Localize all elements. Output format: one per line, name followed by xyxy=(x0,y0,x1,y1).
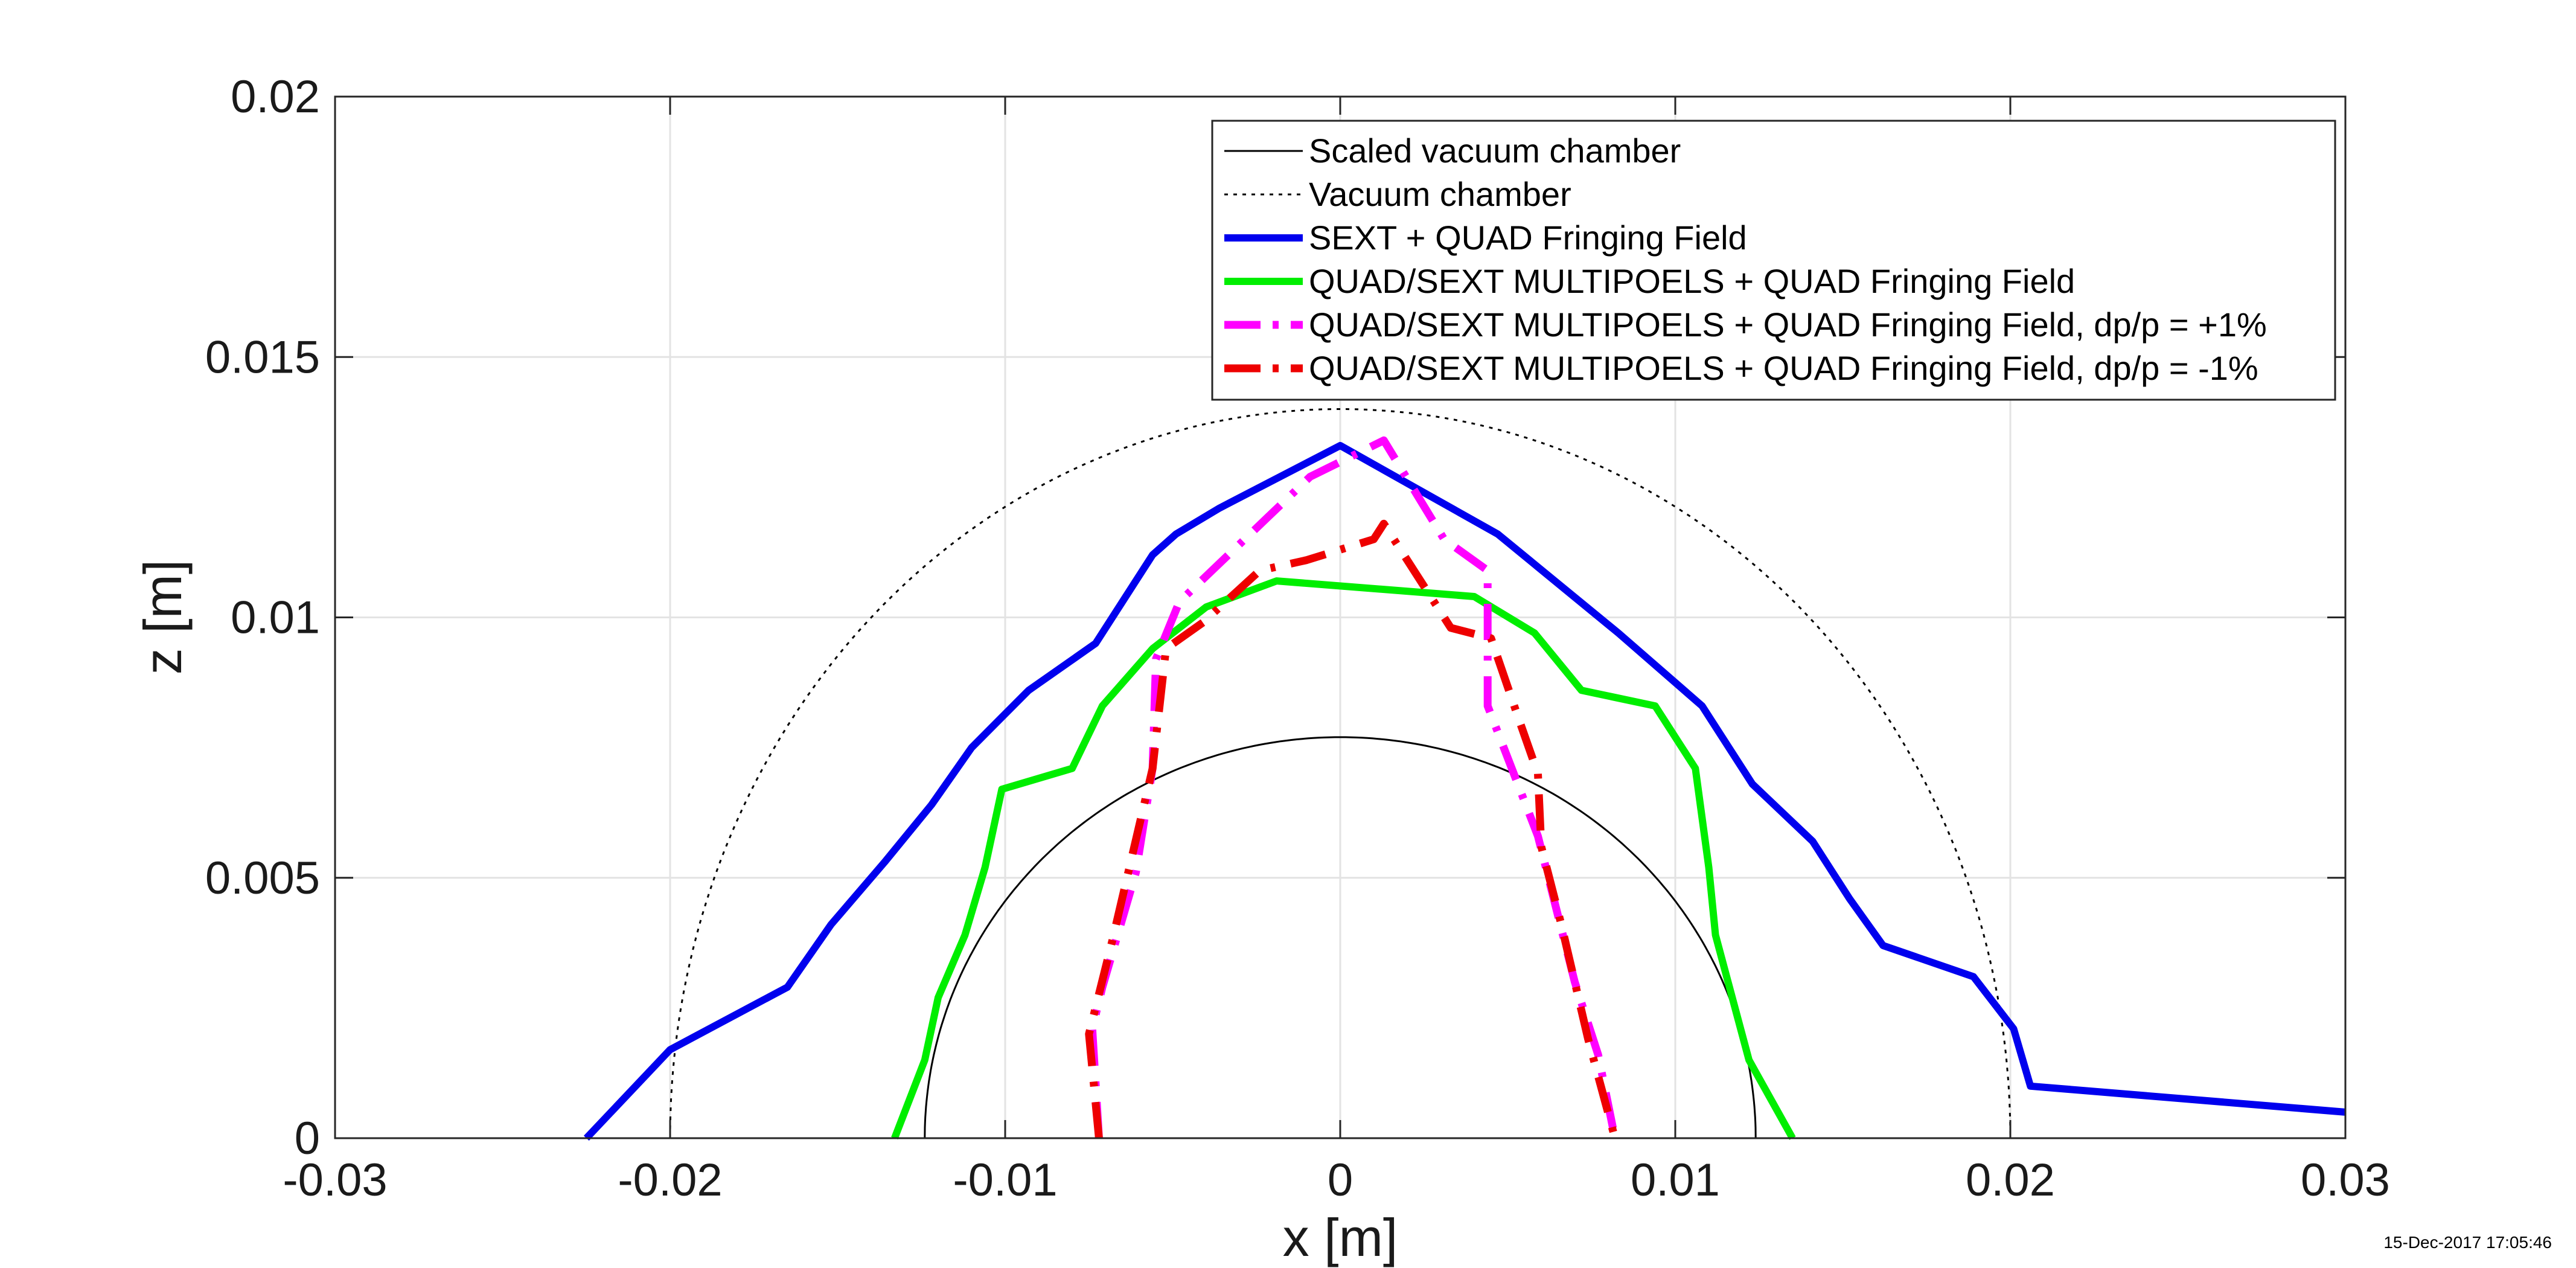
legend-entry: Vacuum chamber xyxy=(1309,175,1571,213)
axis-ticks xyxy=(334,95,2347,1139)
series-line-4 xyxy=(891,577,1796,1140)
y-tick-label: 0.005 xyxy=(205,853,320,904)
y-tick-label: 0.01 xyxy=(231,592,320,644)
x-tick-label: -0.01 xyxy=(953,1154,1057,1206)
tick-labels: -0.03 -0.02 -0.01 0 0.01 0.02 0.03 0 0.005 0.01 0.… xyxy=(205,71,2390,1206)
y-tick-label: 0.015 xyxy=(205,331,320,383)
legend-entry: Scaled vacuum chamber xyxy=(1309,132,1681,170)
legend-box xyxy=(1211,120,2336,401)
series-line-2 xyxy=(669,408,2012,1139)
legend-entry: QUAD/SEXT MULTIPOELS + QUAD Fringing Fie… xyxy=(1309,349,2258,387)
legend-entry: QUAD/SEXT MULTIPOELS + QUAD Fringing Fie… xyxy=(1309,262,2075,300)
x-tick-label: 0.01 xyxy=(1631,1154,1720,1206)
x-tick-label: -0.03 xyxy=(283,1154,387,1206)
legend-entry: QUAD/SEXT MULTIPOELS + QUAD Fringing Fie… xyxy=(1309,306,2267,344)
y-axis-label: z [m] xyxy=(133,560,193,675)
x-tick-label: 0 xyxy=(1328,1154,1353,1206)
x-axis-label: x [m] xyxy=(1283,1208,1398,1267)
series-line-6 xyxy=(1085,519,1619,1139)
series-line-3 xyxy=(583,441,2346,1141)
legend: Scaled vacuum chamber Vacuum chamber SEXT … xyxy=(1211,120,2336,401)
legend-entry: SEXT + QUAD Fringing Field xyxy=(1309,219,1747,257)
x-tick-label: 0.03 xyxy=(2301,1154,2390,1206)
series-layer xyxy=(583,408,2346,1141)
series-line-1 xyxy=(924,736,1757,1139)
y-tick-label: 0.02 xyxy=(231,71,320,123)
x-tick-label: 0.02 xyxy=(1966,1154,2055,1206)
timestamp: 15-Dec-2017 17:05:46 xyxy=(2383,1233,2552,1252)
y-tick-label: 0 xyxy=(295,1113,320,1164)
x-tick-label: -0.02 xyxy=(618,1154,722,1206)
